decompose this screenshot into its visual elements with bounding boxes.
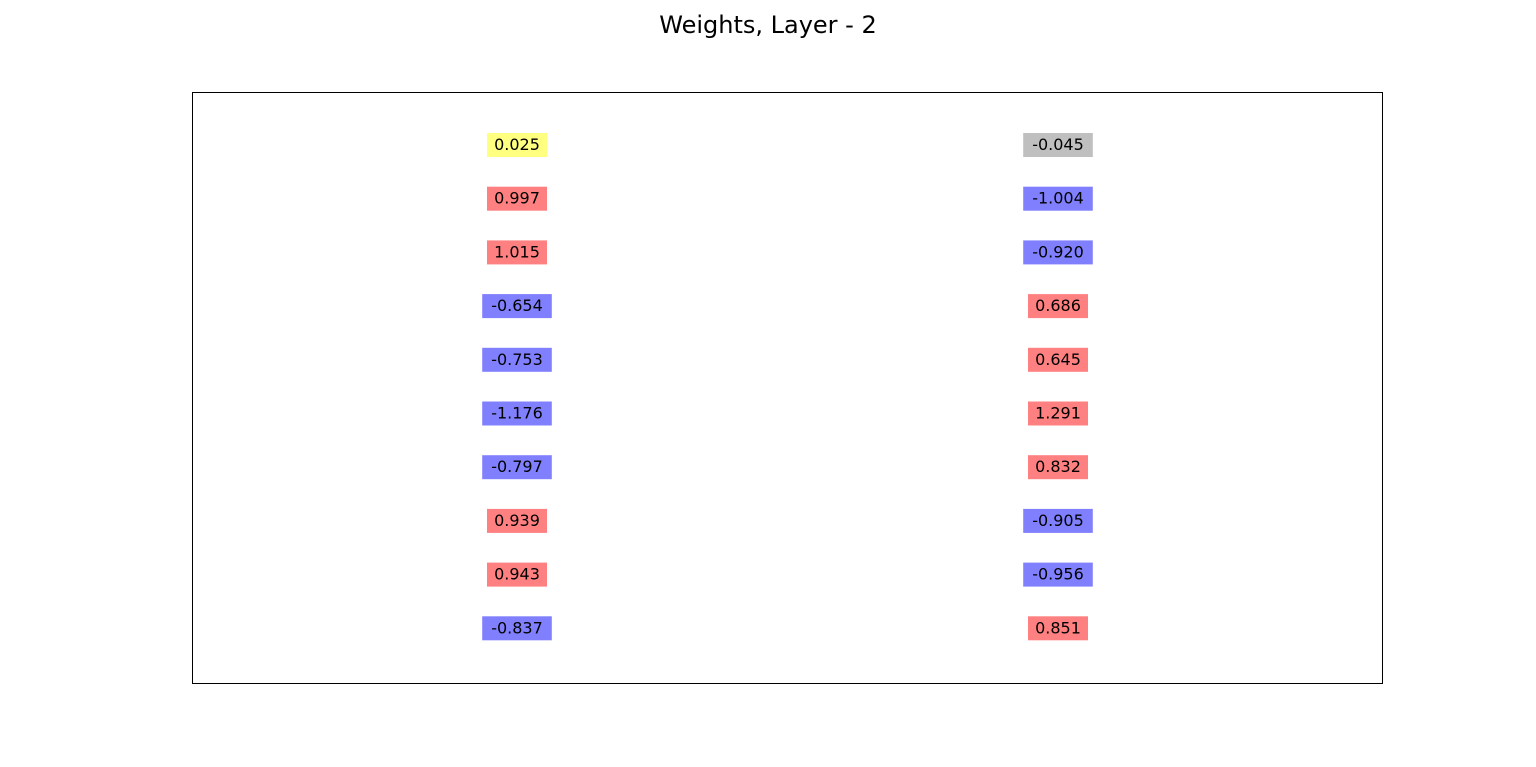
weight-cell-value: -0.920 [1032, 242, 1084, 261]
weight-cell: -0.045 [1023, 133, 1093, 157]
weight-cell: -0.905 [1023, 508, 1093, 533]
weight-cell-box [487, 508, 547, 533]
weight-cell-value: 0.943 [494, 565, 540, 584]
chart-title: Weights, Layer - 2 [659, 11, 877, 39]
weight-cell-value: 0.851 [1035, 618, 1081, 637]
weight-cell-value: -0.654 [491, 296, 543, 315]
weight-cell-box [487, 133, 547, 157]
weight-cell-value: -1.004 [1032, 189, 1084, 208]
weight-cell-value: 0.645 [1035, 350, 1081, 369]
weight-cell-box [482, 455, 552, 480]
weight-cell: -0.797 [482, 455, 552, 480]
weight-cell-box [1023, 133, 1093, 157]
weight-cell-box [1023, 562, 1093, 587]
weight-cell: 0.645 [1028, 347, 1088, 372]
weight-cell-value: -0.956 [1032, 565, 1084, 584]
weight-cell-value: -0.045 [1032, 135, 1084, 154]
weight-cell-box [487, 240, 547, 265]
weight-cell-value: -1.176 [491, 404, 543, 423]
weight-cell-value: -0.797 [491, 457, 543, 476]
weight-cell-box [482, 616, 552, 641]
weight-cell-value: -0.753 [491, 350, 543, 369]
weight-cell-box [1023, 240, 1093, 265]
weight-cell-box [487, 186, 547, 211]
weight-cell-box [1028, 616, 1088, 641]
weight-cell: 0.686 [1028, 294, 1088, 319]
weight-cell-box [1023, 186, 1093, 211]
weight-cell-box [482, 294, 552, 319]
weight-cell: 0.997 [487, 186, 547, 211]
plot-frame [192, 92, 1383, 684]
weight-cell-box [1028, 347, 1088, 372]
weight-cell: 0.851 [1028, 616, 1088, 641]
weight-cell: -1.004 [1023, 186, 1093, 211]
weight-cell-box [482, 401, 552, 426]
weight-cell-value: 0.939 [494, 511, 540, 530]
weight-cells: 0.025 0.997 1.015 -0.654 -0.753 -1.176 -0.797 0… [482, 133, 1093, 641]
weight-cell: 0.025 [487, 133, 547, 157]
weight-cell-value: 0.025 [494, 135, 540, 154]
weight-cell: -0.920 [1023, 240, 1093, 265]
weight-cell-box [1028, 401, 1088, 426]
weight-cell-value: 0.832 [1035, 457, 1081, 476]
weight-cell-value: 1.015 [494, 242, 540, 261]
weight-cell: 1.015 [487, 240, 547, 265]
weight-cell: 1.291 [1028, 401, 1088, 426]
weight-cell: -0.654 [482, 294, 552, 319]
weight-cell-value: 0.997 [494, 189, 540, 208]
weight-cell-value: 1.291 [1035, 404, 1081, 423]
weight-cell: 0.832 [1028, 455, 1088, 480]
weight-cell-value: -0.905 [1032, 511, 1084, 530]
weight-cell-box [482, 347, 552, 372]
weight-cell: 0.939 [487, 508, 547, 533]
weight-cell-value: 0.686 [1035, 296, 1081, 315]
weight-cell-box [487, 562, 547, 587]
weight-cell: 0.943 [487, 562, 547, 587]
weight-cell: -0.956 [1023, 562, 1093, 587]
weight-cell: -1.176 [482, 401, 552, 426]
weight-cell-box [1028, 455, 1088, 480]
weight-cell: -0.837 [482, 616, 552, 641]
weight-cell-value: -0.837 [491, 618, 543, 637]
weight-cell-box [1028, 294, 1088, 319]
weight-cell-box [1023, 508, 1093, 533]
weight-cell: -0.753 [482, 347, 552, 372]
